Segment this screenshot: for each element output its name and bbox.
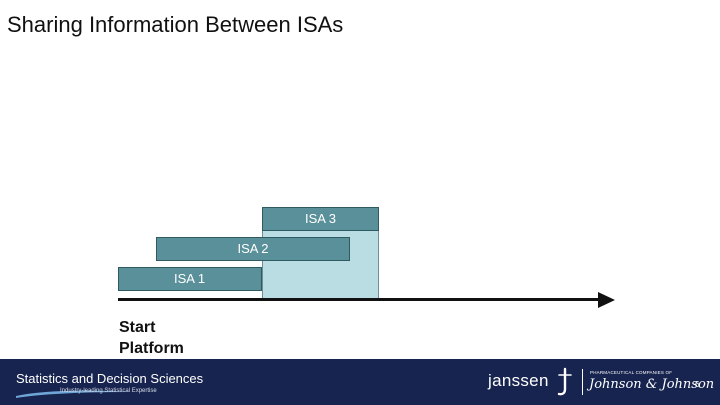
janssen-logo-icon bbox=[557, 367, 572, 396]
isa-timeline-diagram: ISA 3 ISA 2 ISA 1 Start Platform bbox=[118, 207, 615, 359]
swoosh-icon bbox=[16, 390, 132, 398]
page-number: 6 bbox=[695, 380, 700, 389]
logo-divider bbox=[582, 369, 583, 395]
janssen-logo-text: janssen bbox=[488, 371, 549, 390]
pharma-companies-text: PHARMACEUTICAL COMPANIES OF bbox=[590, 370, 673, 375]
isa-1-bar: ISA 1 bbox=[118, 267, 262, 291]
isa-2-bar: ISA 2 bbox=[156, 237, 350, 261]
timeline-arrow-icon bbox=[598, 292, 615, 308]
start-label-line1: Start bbox=[119, 319, 156, 336]
isa-3-bar: ISA 3 bbox=[262, 207, 379, 231]
department-tagline: Industry-leading Statistical Expertise bbox=[60, 388, 157, 394]
start-platform-label: Start Platform bbox=[119, 317, 184, 359]
timeline-axis bbox=[118, 298, 602, 301]
start-label-line2: Platform bbox=[119, 340, 184, 357]
footer-bar: Statistics and Decision Sciences Industr… bbox=[0, 359, 720, 405]
department-name: Statistics and Decision Sciences bbox=[16, 371, 204, 386]
slide-title: Sharing Information Between ISAs bbox=[7, 12, 344, 37]
johnson-and-johnson-logo: Johnson & Johnson bbox=[589, 377, 715, 392]
